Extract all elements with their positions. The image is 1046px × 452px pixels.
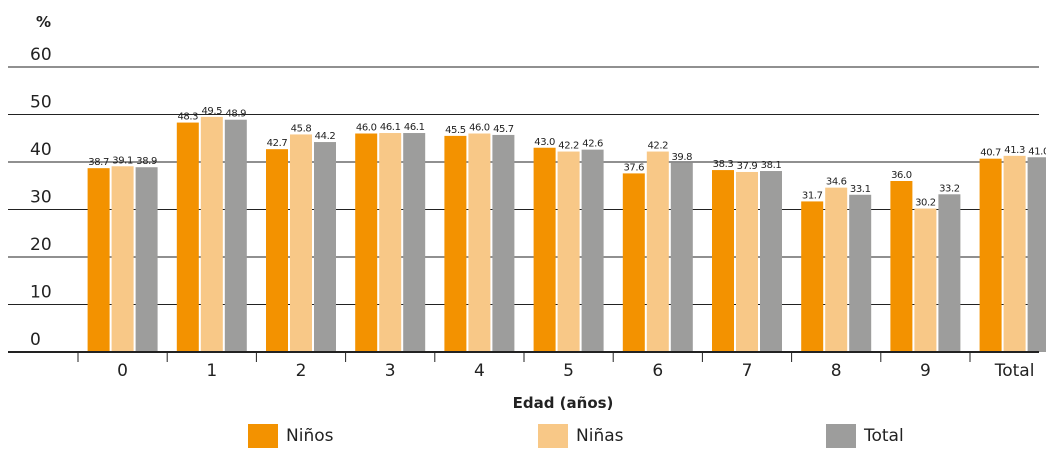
data-label-0-s2: 38.9 bbox=[136, 156, 157, 167]
bar-2-s0 bbox=[266, 149, 288, 352]
data-label-9-s1: 30.2 bbox=[915, 198, 936, 209]
data-label-3-s1: 46.1 bbox=[380, 122, 401, 133]
data-label-0-s0: 38.7 bbox=[88, 157, 109, 168]
data-label-9-s0: 36.0 bbox=[891, 170, 912, 181]
bar-9-s0 bbox=[890, 181, 913, 352]
x-tick-label-2: 2 bbox=[296, 361, 307, 381]
data-label-7-s0: 38.3 bbox=[713, 159, 734, 170]
x-tick-label-0: 0 bbox=[117, 361, 128, 381]
legend-swatch-ninos bbox=[248, 424, 278, 448]
bar-0-s0 bbox=[87, 168, 110, 352]
legend-item-ninas: Niñas bbox=[538, 424, 624, 448]
data-label-8-s2: 33.1 bbox=[850, 184, 871, 195]
bar-4-s0 bbox=[444, 135, 467, 352]
data-label-7-s1: 37.9 bbox=[737, 161, 758, 172]
data-label-7-s2: 38.1 bbox=[761, 160, 782, 171]
data-label-8-s1: 34.6 bbox=[826, 177, 847, 188]
x-tick-label-10: Total bbox=[994, 361, 1035, 381]
data-label-6-s0: 37.6 bbox=[623, 162, 644, 173]
bar-8-s1 bbox=[825, 187, 848, 352]
data-label-3-s0: 46.0 bbox=[356, 123, 377, 134]
data-label-10-s1: 41.3 bbox=[1004, 145, 1025, 156]
data-label-2-s0: 42.7 bbox=[267, 138, 288, 149]
bar-4-s2 bbox=[492, 134, 515, 352]
bar-2-s1 bbox=[290, 134, 312, 352]
x-tick-label-1: 1 bbox=[206, 361, 217, 381]
data-label-6-s1: 42.2 bbox=[647, 141, 668, 152]
data-label-10-s0: 40.7 bbox=[980, 148, 1001, 159]
bar-7-s2 bbox=[760, 171, 782, 352]
data-label-6-s2: 39.8 bbox=[671, 152, 692, 163]
bar-3-s2 bbox=[403, 133, 426, 352]
data-label-1-s0: 48.3 bbox=[177, 112, 198, 123]
bar-1-s2 bbox=[224, 119, 247, 352]
legend-item-total: Total bbox=[826, 424, 904, 448]
data-label-5-s1: 42.2 bbox=[558, 141, 579, 152]
y-tick-label-20: 20 bbox=[30, 235, 52, 255]
data-label-9-s2: 33.2 bbox=[939, 183, 960, 194]
bar-8-s2 bbox=[849, 194, 872, 352]
y-tick-label-0: 0 bbox=[30, 330, 41, 350]
data-label-5-s2: 42.6 bbox=[582, 139, 603, 150]
bar-9-s2 bbox=[938, 194, 961, 352]
bar-6-s1 bbox=[646, 151, 669, 352]
y-tick-label-10: 10 bbox=[30, 283, 52, 303]
data-label-5-s0: 43.0 bbox=[534, 137, 555, 148]
bar-5-s1 bbox=[557, 151, 580, 352]
bar-0-s1 bbox=[111, 166, 134, 352]
bar-7-s0 bbox=[712, 170, 734, 352]
x-tick-label-9: 9 bbox=[920, 361, 931, 381]
bar-5-s2 bbox=[581, 149, 604, 352]
data-label-1-s2: 48.9 bbox=[225, 109, 246, 120]
data-label-2-s2: 44.2 bbox=[315, 131, 336, 142]
bar-10-s2 bbox=[1027, 157, 1046, 352]
bar-1-s1 bbox=[200, 116, 223, 352]
data-label-4-s1: 46.0 bbox=[469, 123, 490, 134]
legend-label-ninos: Niños bbox=[286, 426, 334, 446]
data-label-4-s2: 45.7 bbox=[493, 124, 514, 135]
bar-7-s1 bbox=[736, 171, 758, 352]
legend-swatch-ninas bbox=[538, 424, 568, 448]
x-tick-label-5: 5 bbox=[563, 361, 574, 381]
bar-6-s0 bbox=[622, 173, 645, 352]
data-label-2-s1: 45.8 bbox=[291, 123, 312, 134]
data-label-4-s0: 45.5 bbox=[445, 125, 466, 136]
data-label-1-s1: 49.5 bbox=[201, 106, 222, 117]
legend-label-total: Total bbox=[864, 426, 904, 446]
x-tick-label-7: 7 bbox=[742, 361, 753, 381]
bar-9-s1 bbox=[914, 208, 937, 352]
bar-0-s2 bbox=[135, 167, 158, 352]
bar-3-s1 bbox=[379, 133, 402, 352]
bar-2-s2 bbox=[314, 142, 336, 352]
bar-1-s0 bbox=[176, 122, 199, 352]
legend-swatch-total bbox=[826, 424, 856, 448]
data-label-3-s2: 46.1 bbox=[404, 122, 425, 133]
bar-8-s0 bbox=[801, 201, 824, 352]
legend: Niños Niñas Total bbox=[0, 424, 1046, 452]
y-tick-label-30: 30 bbox=[30, 188, 52, 208]
y-axis-label: % bbox=[36, 13, 51, 31]
x-tick-label-8: 8 bbox=[831, 361, 842, 381]
x-tick-label-4: 4 bbox=[474, 361, 485, 381]
y-tick-label-40: 40 bbox=[30, 140, 52, 160]
x-tick-label-6: 6 bbox=[652, 361, 663, 381]
bar-10-s1 bbox=[1003, 155, 1026, 352]
data-label-8-s0: 31.7 bbox=[802, 190, 823, 201]
data-label-10-s2: 41.0 bbox=[1028, 146, 1046, 157]
bar-10-s0 bbox=[979, 158, 1002, 352]
bar-4-s1 bbox=[468, 133, 491, 352]
y-tick-label-60: 60 bbox=[30, 45, 52, 65]
legend-item-ninos: Niños bbox=[248, 424, 333, 448]
data-label-0-s1: 39.1 bbox=[112, 155, 133, 166]
bar-6-s2 bbox=[670, 162, 693, 352]
y-tick-label-50: 50 bbox=[30, 93, 52, 113]
x-axis-title: Edad (años) bbox=[513, 394, 614, 412]
bar-5-s0 bbox=[533, 147, 556, 352]
bar-3-s0 bbox=[355, 133, 378, 352]
legend-label-ninas: Niñas bbox=[576, 426, 624, 446]
x-tick-label-3: 3 bbox=[385, 361, 396, 381]
